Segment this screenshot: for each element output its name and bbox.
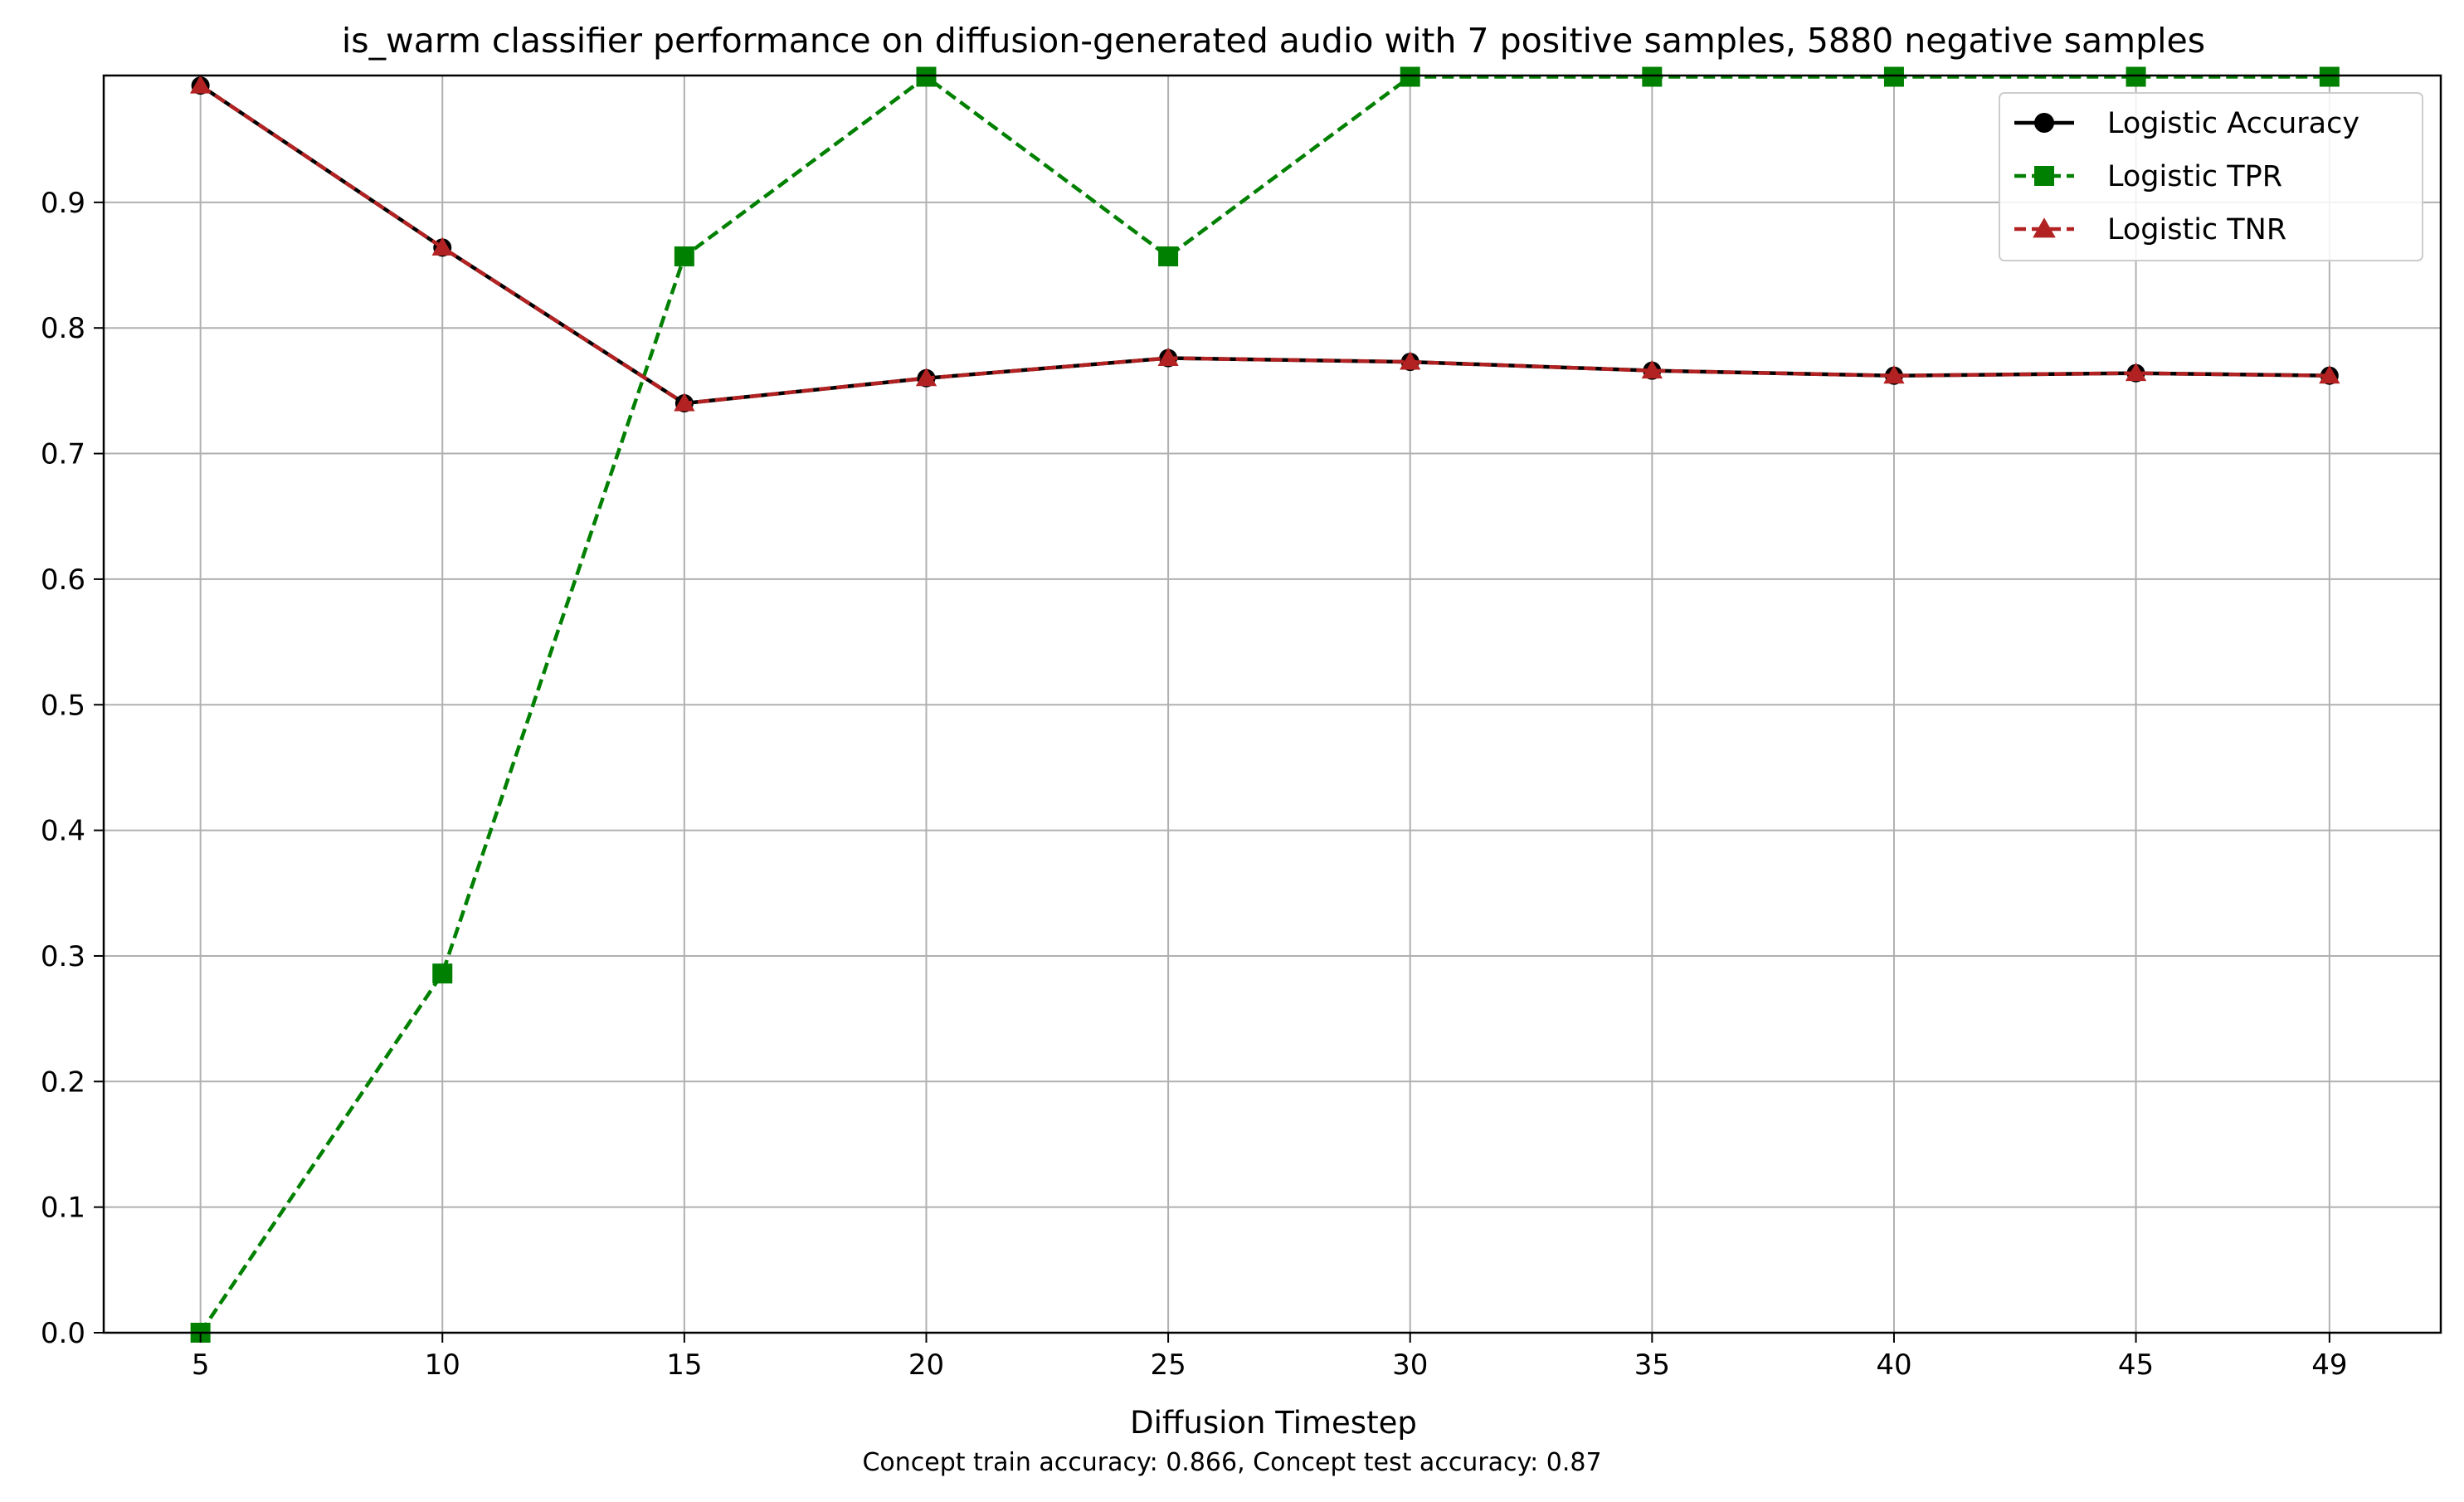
data-point-square: [1642, 66, 1663, 87]
data-point-triangle: [1400, 351, 1421, 370]
data-point-square: [674, 246, 694, 266]
x-tick-label: 49: [2311, 1348, 2347, 1382]
x-tick-label: 30: [1392, 1348, 1428, 1382]
y-tick-label: 0.0: [41, 1317, 85, 1350]
x-tick-label: 15: [666, 1348, 702, 1382]
x-tick-label: 5: [192, 1348, 210, 1382]
legend-label: Logistic TNR: [2107, 213, 2286, 246]
y-tick-label: 0.1: [41, 1192, 85, 1225]
data-point-square: [2319, 66, 2340, 87]
series-line: [199, 84, 2330, 406]
x-tick-label: 45: [2118, 1348, 2154, 1382]
data-point-triangle: [1641, 360, 1663, 379]
legend-box: [1999, 92, 2423, 261]
x-tick-label: 10: [425, 1348, 460, 1382]
series-triangle: [189, 75, 2340, 412]
y-tick-label: 0.5: [41, 689, 85, 722]
y-tick-label: 0.4: [41, 815, 85, 848]
x-tick-label: 20: [908, 1348, 944, 1382]
y-tick-label: 0.6: [41, 563, 85, 597]
data-point-triangle: [915, 368, 937, 387]
x-tick-label: 40: [1876, 1348, 1911, 1382]
series-line: [198, 74, 2330, 1334]
x-axis-label: Diffusion Timestep: [1130, 1405, 1417, 1441]
chart-title: is_warm classifier performance on diffus…: [342, 21, 2205, 61]
legend-marker-square: [2034, 166, 2054, 186]
data-point-triangle: [674, 393, 695, 412]
y-tick-label: 0.7: [41, 438, 85, 471]
y-tick-label: 0.2: [41, 1066, 85, 1099]
data-point-square: [1883, 66, 1904, 87]
y-tick-label: 0.3: [41, 940, 85, 973]
legend-marker-circle: [2034, 113, 2054, 133]
series-layer: [189, 66, 2340, 1343]
data-point-triangle: [189, 75, 212, 94]
data-point-triangle: [1157, 347, 1179, 367]
x-tick-label: 35: [1634, 1348, 1670, 1382]
data-point-square: [1400, 66, 1420, 87]
y-tick-label: 0.9: [41, 187, 85, 220]
data-point-triangle: [2319, 365, 2340, 384]
legend: Logistic Accuracy Logistic TPR Logistic TN…: [1999, 92, 2423, 261]
legend-marker-triangle: [2033, 217, 2056, 238]
series-square: [190, 66, 2340, 1343]
chart-caption: Concept train accuracy: 0.866, Concept t…: [862, 1448, 1601, 1477]
data-point-square: [2126, 66, 2146, 87]
legend-label: Logistic Accuracy: [2107, 107, 2359, 140]
legend-label: Logistic TPR: [2107, 160, 2282, 193]
x-tick-label: 25: [1150, 1348, 1186, 1382]
data-point-square: [432, 963, 453, 984]
axis-ticks: 5 10 15 20 25 30 35 40 45 49 0.0 0.1 0.2 0.3 0.4 0.5 0.6…: [41, 187, 2348, 1382]
y-tick-label: 0.8: [41, 312, 85, 345]
data-point-square: [1158, 246, 1179, 266]
data-point-square: [916, 66, 937, 87]
data-point-triangle: [1883, 365, 1905, 384]
data-point-triangle: [431, 237, 453, 256]
data-point-triangle: [2125, 363, 2147, 382]
